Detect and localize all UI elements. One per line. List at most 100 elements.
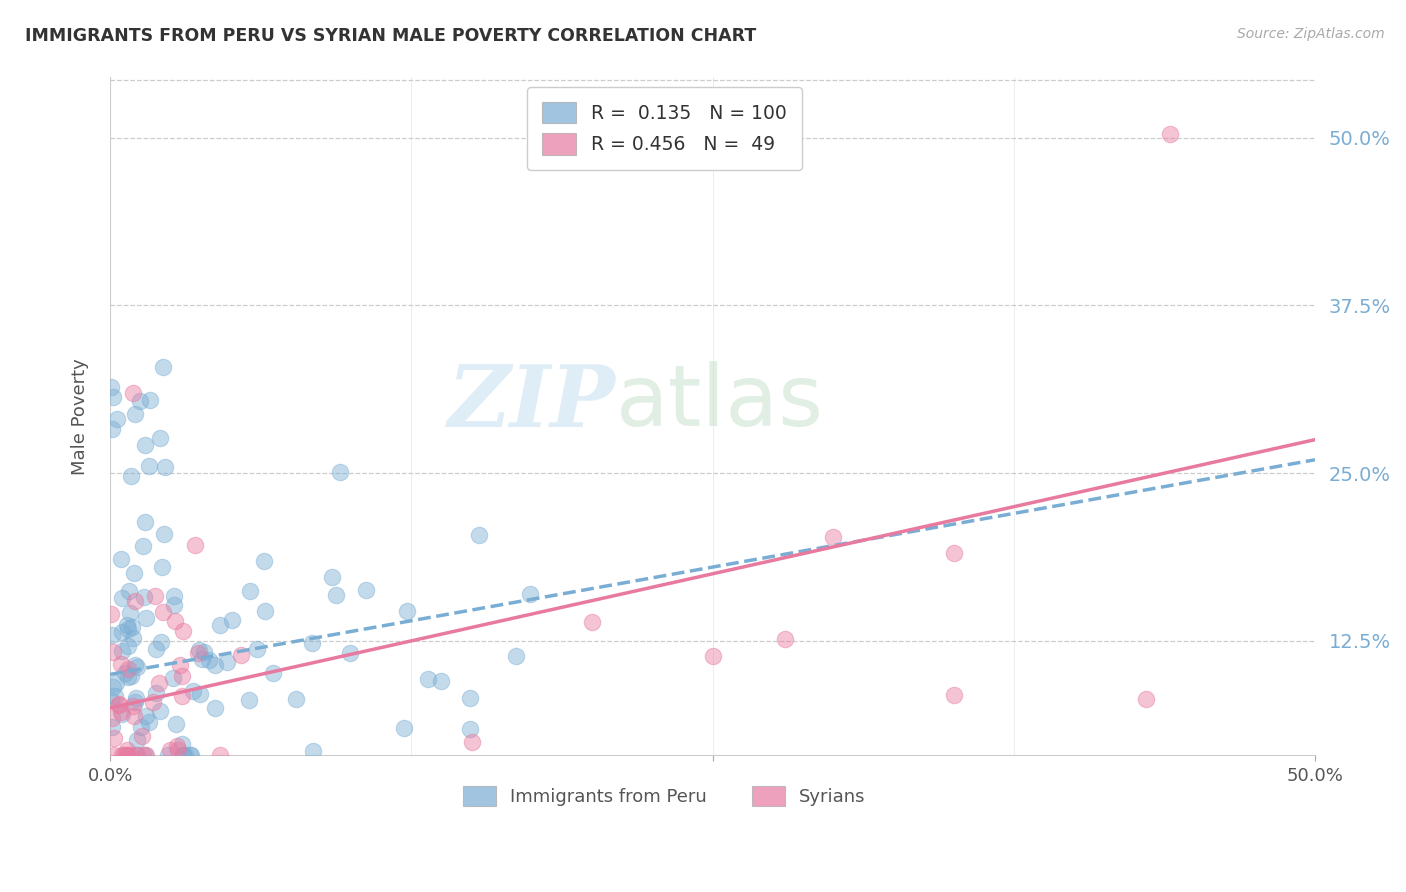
Legend: Immigrants from Peru, Syrians: Immigrants from Peru, Syrians	[456, 779, 873, 814]
Point	[152, 359, 174, 374]
Point	[125, 732, 148, 747]
Point	[238, 693, 260, 707]
Point	[188, 687, 211, 701]
Point	[167, 743, 190, 757]
Point	[110, 706, 132, 720]
Point	[110, 657, 132, 671]
Point	[120, 469, 142, 483]
Point	[111, 625, 134, 640]
Point	[179, 747, 201, 762]
Text: atlas: atlas	[616, 361, 824, 444]
Point	[124, 690, 146, 705]
Point	[169, 658, 191, 673]
Point	[124, 657, 146, 672]
Point	[111, 591, 134, 605]
Point	[1135, 691, 1157, 706]
Point	[166, 739, 188, 754]
Point	[184, 538, 207, 552]
Point	[120, 606, 142, 620]
Point	[221, 613, 243, 627]
Point	[284, 692, 307, 706]
Point	[209, 747, 232, 762]
Point	[105, 412, 128, 426]
Point	[1159, 127, 1181, 141]
Point	[150, 635, 173, 649]
Point	[145, 642, 167, 657]
Point	[101, 645, 124, 659]
Text: ZIP: ZIP	[449, 361, 616, 444]
Point	[163, 589, 186, 603]
Point	[325, 588, 347, 602]
Point	[132, 539, 155, 553]
Point	[172, 747, 194, 762]
Point	[135, 610, 157, 624]
Point	[115, 747, 138, 762]
Point	[172, 747, 194, 762]
Point	[156, 747, 179, 762]
Point	[519, 587, 541, 601]
Point	[162, 671, 184, 685]
Point	[204, 658, 226, 673]
Point	[152, 526, 174, 541]
Point	[773, 632, 796, 646]
Point	[118, 747, 141, 762]
Point	[100, 628, 122, 642]
Point	[354, 583, 377, 598]
Point	[124, 709, 146, 723]
Point	[134, 515, 156, 529]
Point	[395, 604, 418, 618]
Point	[321, 570, 343, 584]
Point	[460, 735, 482, 749]
Point	[101, 390, 124, 404]
Point	[150, 559, 173, 574]
Point	[134, 747, 156, 762]
Point	[165, 717, 187, 731]
Point	[108, 698, 131, 712]
Point	[100, 422, 122, 436]
Point	[127, 659, 149, 673]
Point	[239, 584, 262, 599]
Point	[121, 698, 143, 713]
Point	[117, 661, 139, 675]
Point	[229, 648, 252, 663]
Point	[458, 722, 481, 736]
Point	[301, 636, 323, 650]
Point	[188, 642, 211, 657]
Point	[262, 665, 284, 680]
Point	[143, 589, 166, 603]
Point	[122, 566, 145, 581]
Point	[124, 408, 146, 422]
Point	[131, 729, 153, 743]
Point	[103, 731, 125, 746]
Point	[118, 584, 141, 599]
Point	[117, 622, 139, 636]
Point	[246, 642, 269, 657]
Point	[105, 675, 128, 690]
Point	[110, 551, 132, 566]
Point	[145, 686, 167, 700]
Point	[148, 676, 170, 690]
Point	[149, 704, 172, 718]
Point	[100, 720, 122, 734]
Point	[100, 607, 122, 621]
Point	[186, 646, 208, 660]
Point	[129, 720, 152, 734]
Point	[181, 683, 204, 698]
Point	[180, 747, 202, 762]
Point	[153, 460, 176, 475]
Point	[173, 747, 195, 762]
Point	[121, 620, 143, 634]
Point	[115, 618, 138, 632]
Point	[253, 553, 276, 567]
Point	[132, 747, 155, 762]
Point	[115, 743, 138, 757]
Point	[392, 721, 415, 735]
Point	[329, 466, 352, 480]
Point	[193, 645, 215, 659]
Point	[112, 747, 135, 762]
Point	[301, 744, 323, 758]
Text: Source: ZipAtlas.com: Source: ZipAtlas.com	[1237, 27, 1385, 41]
Point	[100, 693, 122, 707]
Point	[129, 394, 152, 409]
Point	[117, 670, 139, 684]
